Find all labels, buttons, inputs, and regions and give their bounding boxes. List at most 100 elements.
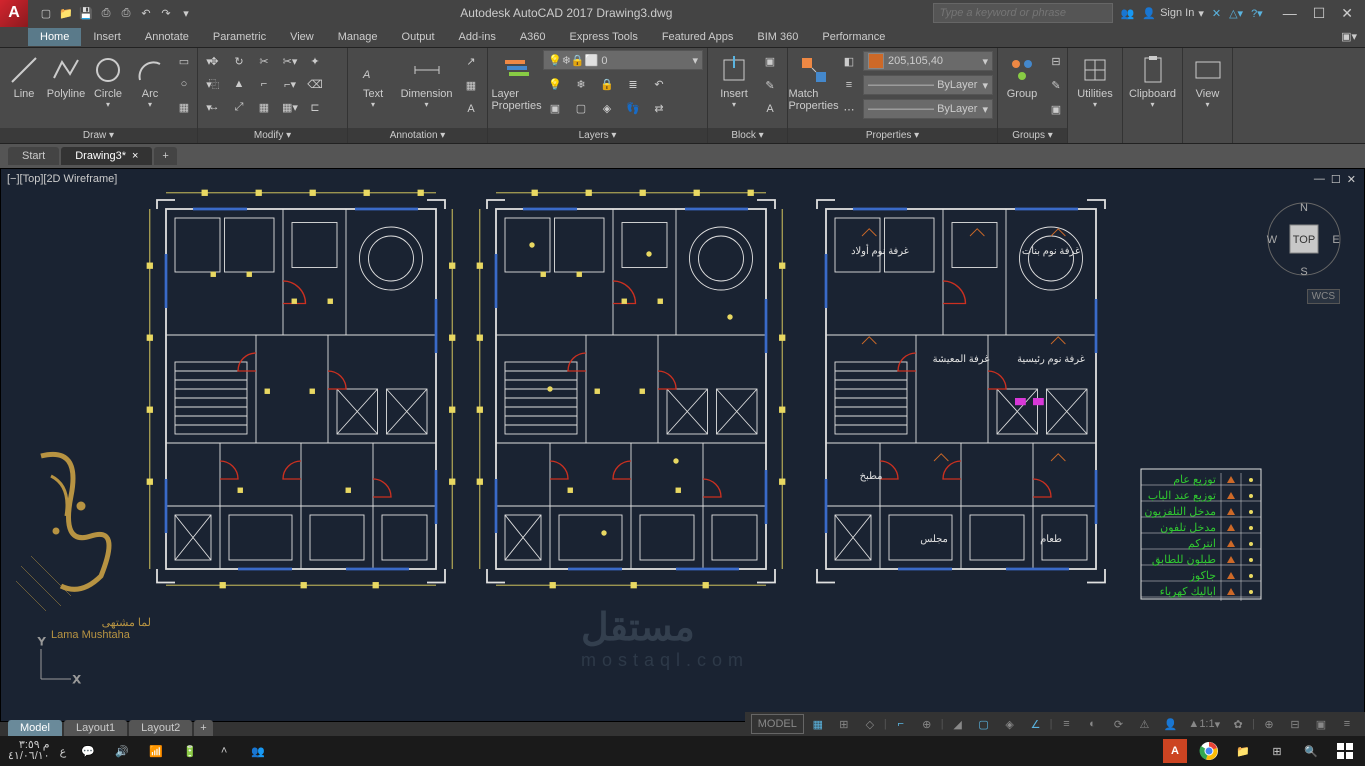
layer-lock-icon[interactable]: 🔒 — [595, 73, 619, 95]
fillet-dd-icon[interactable]: ⌐▾ — [278, 73, 302, 95]
layer-uniso-icon[interactable]: ▢ — [569, 97, 593, 119]
stretch-icon[interactable]: ↔ — [202, 96, 226, 118]
sb-annomon-icon[interactable]: ⚠ — [1132, 714, 1156, 734]
tab-addins[interactable]: Add-ins — [447, 28, 508, 46]
help-icon[interactable]: ?▾ — [1251, 7, 1263, 20]
tab-model[interactable]: Model — [8, 720, 62, 736]
array-dd-icon[interactable]: ▦▾ — [278, 96, 302, 118]
tb-volume-icon[interactable]: 🔊 — [110, 739, 134, 763]
mtext-icon[interactable]: A — [459, 98, 483, 120]
array-icon[interactable]: ▦ — [252, 96, 276, 118]
color-dropdown[interactable]: 205,105,40▾ — [863, 51, 993, 71]
layer-state-icon[interactable]: ◈ — [595, 97, 619, 119]
leader-icon[interactable]: ↗ — [459, 50, 483, 72]
clipboard-button[interactable]: Clipboard▾ — [1127, 50, 1178, 113]
ribbon-minimize-icon[interactable]: ▣▾ — [1333, 30, 1365, 43]
tb-autocad-icon[interactable]: A — [1163, 739, 1187, 763]
layer-change-icon[interactable]: ⇄ — [647, 97, 671, 119]
ungroup-icon[interactable]: ⊟ — [1044, 50, 1068, 72]
qat-new-icon[interactable]: ▢ — [38, 5, 54, 21]
group-button[interactable]: Group — [1002, 50, 1042, 104]
sb-hw-icon[interactable]: ⊕ — [1257, 714, 1281, 734]
tab-add-layout[interactable]: + — [194, 720, 212, 736]
tb-chrome-icon[interactable] — [1197, 739, 1221, 763]
qat-redo-icon[interactable]: ↷ — [158, 5, 174, 21]
sb-osnap-icon[interactable]: ▢ — [972, 714, 996, 734]
group-bbox-icon[interactable]: ▣ — [1044, 98, 1068, 120]
tab-home[interactable]: Home — [28, 28, 81, 46]
tab-manage[interactable]: Manage — [326, 28, 390, 46]
tab-output[interactable]: Output — [390, 28, 447, 46]
sb-model-button[interactable]: MODEL — [751, 714, 804, 734]
qat-dropdown-icon[interactable]: ▾ — [178, 5, 194, 21]
tb-search-icon[interactable]: 🔍 — [1299, 739, 1323, 763]
sb-grid-icon[interactable]: ▦ — [806, 714, 830, 734]
attr-icon[interactable]: A — [758, 98, 782, 120]
filetab-start[interactable]: Start — [8, 147, 59, 165]
taskbar-lang[interactable]: ع — [60, 745, 67, 758]
panel-groups-title[interactable]: Groups ▾ — [998, 128, 1067, 143]
sb-custom-icon[interactable]: ≡ — [1335, 714, 1359, 734]
sb-3dosnap-icon[interactable]: ◈ — [998, 714, 1022, 734]
trim-icon[interactable]: ✂ — [252, 50, 276, 72]
panel-layers-title[interactable]: Layers ▾ — [488, 128, 707, 143]
filetab-new-button[interactable]: + — [154, 147, 176, 165]
dimension-button[interactable]: Dimension▾ — [396, 50, 457, 113]
sb-iso-icon[interactable]: ◢ — [946, 714, 970, 734]
lineweight-dropdown[interactable]: —————— ByLayer▾ — [863, 75, 993, 95]
hatch-icon[interactable]: ▦ — [172, 96, 196, 118]
layer-dropdown[interactable]: 💡❄🔒⬜ 0▾ — [543, 50, 703, 70]
linetype-dropdown[interactable]: —————— ByLayer▾ — [863, 99, 993, 119]
sb-lw-icon[interactable]: ≡ — [1054, 714, 1078, 734]
sb-iso2-icon[interactable]: ⊟ — [1283, 714, 1307, 734]
move-icon[interactable]: ✥ — [202, 50, 226, 72]
tb-people-icon[interactable]: 👥 — [246, 739, 270, 763]
sb-transp-icon[interactable]: ◐ — [1080, 714, 1104, 734]
tb-explorer-icon[interactable]: 📁 — [1231, 739, 1255, 763]
wcs-label[interactable]: WCS — [1307, 289, 1340, 304]
tab-express[interactable]: Express Tools — [558, 28, 650, 46]
panel-draw-title[interactable]: Draw ▾ — [0, 128, 197, 143]
edit-block-icon[interactable]: ✎ — [758, 74, 782, 96]
sb-ortho-icon[interactable]: ⌐ — [889, 714, 913, 734]
exchange-icon[interactable]: ✕ — [1212, 7, 1221, 20]
utilities-button[interactable]: Utilities▾ — [1072, 50, 1118, 113]
panel-modify-title[interactable]: Modify ▾ — [198, 128, 347, 143]
tab-layout2[interactable]: Layout2 — [129, 720, 192, 736]
viewcube-top[interactable]: TOP — [1293, 234, 1315, 246]
circle-button[interactable]: Circle▾ — [88, 50, 128, 113]
tab-a360[interactable]: A360 — [508, 28, 558, 46]
insert-button[interactable]: Insert▾ — [712, 50, 756, 113]
panel-annotation-title[interactable]: Annotation ▾ — [348, 128, 487, 143]
fillet-icon[interactable]: ⌐ — [252, 73, 276, 95]
sb-annoscale[interactable]: ▲ 1:1 ▾ — [1184, 714, 1224, 734]
tab-annotate[interactable]: Annotate — [133, 28, 201, 46]
ellipse-icon[interactable]: ○ — [172, 73, 196, 95]
tb-taskview-icon[interactable]: ⊞ — [1265, 739, 1289, 763]
sb-cycle-icon[interactable]: ⟳ — [1106, 714, 1130, 734]
scale-icon[interactable]: ⤢ — [227, 96, 251, 118]
panel-properties-title[interactable]: Properties ▾ — [788, 128, 997, 143]
viewcube[interactable]: TOP N S W E — [1264, 199, 1344, 279]
tab-parametric[interactable]: Parametric — [201, 28, 278, 46]
layer-properties-button[interactable]: Layer Properties — [492, 50, 541, 116]
sb-clean-icon[interactable]: ▣ — [1309, 714, 1333, 734]
layer-off-icon[interactable]: 💡 — [543, 73, 567, 95]
qat-open-icon[interactable]: 📁 — [58, 5, 74, 21]
view-button[interactable]: View▾ — [1187, 50, 1228, 113]
offset-icon[interactable]: ⊏ — [303, 96, 327, 118]
match-properties-button[interactable]: Match Properties — [792, 50, 835, 116]
search-input[interactable] — [933, 3, 1113, 23]
layer-match-icon[interactable]: ≣ — [621, 73, 645, 95]
qat-saveas-icon[interactable]: ⎙ — [98, 5, 114, 21]
polyline-button[interactable]: Polyline — [46, 50, 86, 104]
tab-layout1[interactable]: Layout1 — [64, 720, 127, 736]
create-block-icon[interactable]: ▣ — [758, 50, 782, 72]
erase-icon[interactable]: ⌫ — [303, 73, 327, 95]
signin-button[interactable]: 👤 Sign In ▾ — [1142, 7, 1203, 20]
qat-undo-icon[interactable]: ↶ — [138, 5, 154, 21]
lw-icon[interactable]: ≡ — [837, 74, 861, 96]
tb-notifications-icon[interactable]: 💬 — [76, 739, 100, 763]
color-icon[interactable]: ◧ — [837, 50, 861, 72]
copy-icon[interactable]: ⿻ — [202, 73, 226, 95]
